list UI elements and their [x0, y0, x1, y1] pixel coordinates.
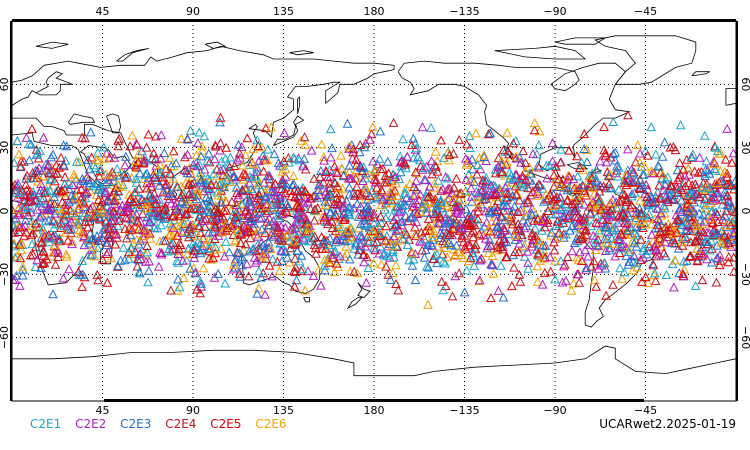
bottom-lon-label: 135	[273, 404, 294, 417]
top-lon-label: −135	[449, 5, 479, 18]
top-frame-bar	[12, 19, 736, 22]
top-lon-label: −45	[634, 5, 657, 18]
legend-c2e6: C2E6	[255, 417, 286, 431]
legend-c2e2: C2E2	[75, 417, 106, 431]
top-lon-label: 135	[273, 5, 294, 18]
legend: C2E1 C2E2 C2E3 C2E4 C2E5 C2E6	[30, 417, 297, 431]
bottom-frame-bar	[104, 399, 644, 402]
right-lat-label: −30	[739, 263, 750, 286]
right-lat-label: 30	[739, 141, 750, 155]
legend-c2e3: C2E3	[120, 417, 151, 431]
bottom-lon-label: 180	[364, 404, 385, 417]
bottom-lon-label: 90	[186, 404, 200, 417]
top-lon-label: 45	[96, 5, 110, 18]
legend-c2e4: C2E4	[165, 417, 196, 431]
bottom-lon-label: 45	[96, 404, 110, 417]
right-lat-label: −60	[739, 326, 750, 349]
left-lat-label: 0	[0, 208, 11, 215]
right-lat-label: 60	[739, 77, 750, 91]
left-lat-label: −30	[0, 263, 11, 286]
top-lon-label: −90	[543, 5, 566, 18]
top-lon-label: 90	[186, 5, 200, 18]
product-stamp: UCARwet2.2025-01-19	[599, 417, 736, 431]
left-lat-label: 60	[0, 77, 11, 91]
legend-c2e1: C2E1	[30, 417, 61, 431]
bottom-lon-label: −45	[634, 404, 657, 417]
legend-c2e5: C2E5	[210, 417, 241, 431]
left-lat-label: 30	[0, 141, 11, 155]
right-frame-bar	[736, 21, 738, 401]
bottom-lon-label: −135	[449, 404, 479, 417]
bottom-lon-label: −90	[543, 404, 566, 417]
left-lat-label: −60	[0, 326, 11, 349]
top-lon-label: 180	[364, 5, 385, 18]
right-lat-label: 0	[739, 208, 750, 215]
